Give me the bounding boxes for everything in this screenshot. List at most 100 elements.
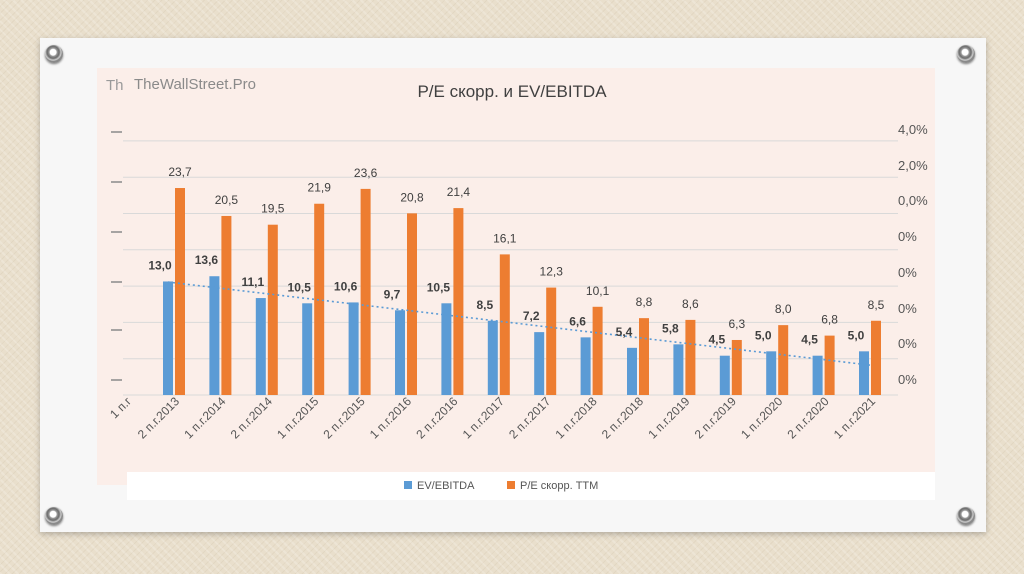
- watermark-partial: Th: [106, 77, 124, 94]
- bar-ev-ebitda: [627, 347, 637, 395]
- data-label-pe: 10,1: [586, 284, 610, 298]
- data-label-ev-ebitda: 4,5: [801, 333, 818, 347]
- data-label-pe: 23,7: [168, 165, 192, 179]
- x-tick-label: 1 п.г.2015: [274, 394, 321, 441]
- data-label-ev-ebitda: 6,6: [569, 314, 586, 328]
- legend-label-ev-ebitda: EV/EBITDA: [417, 480, 475, 492]
- data-label-pe: 21,9: [308, 181, 332, 195]
- bar-pe: [685, 319, 696, 395]
- bar-ev-ebitda: [719, 355, 730, 395]
- bar-ev-ebitda: [673, 344, 684, 395]
- right-axis-tick-label: 0%: [898, 336, 917, 351]
- right-axis-tick-label: 0%: [898, 372, 917, 387]
- bar-ev-ebitda: [302, 303, 313, 395]
- bar-ev-ebitda: [395, 310, 405, 395]
- right-axis-tick-label: 0,0%: [898, 193, 928, 208]
- x-tick-label: 1 п.г.2020: [738, 394, 785, 441]
- x-tick-label: 2 п.г.2016: [413, 394, 460, 441]
- data-label-pe: 16,1: [493, 231, 517, 245]
- legend-swatch-ev-ebitda: [404, 481, 412, 489]
- bar-ev-ebitda: [487, 320, 498, 395]
- legend-swatch-pe: [507, 481, 515, 489]
- bar-ev-ebitda: [209, 276, 220, 395]
- bar-pe: [546, 287, 557, 395]
- data-label-ev-ebitda: 5,0: [848, 328, 865, 342]
- pin-bottom-right-icon: [957, 507, 975, 525]
- bar-pe: [639, 318, 649, 395]
- x-tick-label: 1 п.г.2018: [552, 394, 599, 441]
- data-label-pe: 8,0: [775, 302, 792, 316]
- data-label-ev-ebitda: 4,5: [708, 333, 725, 347]
- legend-background: [127, 472, 935, 500]
- data-label-ev-ebitda: 5,8: [662, 321, 679, 335]
- bar-pe: [453, 208, 464, 395]
- data-label-ev-ebitda: 9,7: [384, 287, 401, 301]
- data-label-pe: 12,3: [540, 265, 564, 279]
- x-tick-label: 1 п.г.2016: [367, 394, 414, 441]
- data-label-ev-ebitda: 8,5: [476, 298, 493, 312]
- data-label-pe: 20,8: [400, 190, 424, 204]
- x-tick-label: 1 п.г.2019: [645, 394, 692, 441]
- bar-pe: [175, 188, 185, 395]
- pin-top-right-icon: [957, 45, 975, 63]
- data-label-pe: 21,4: [447, 185, 471, 199]
- chart-title: P/E скорр. и EV/EBITDA: [417, 82, 607, 101]
- x-tick-label: 2 п.г.2015: [320, 394, 367, 441]
- x-tick-label: 1 п.г.2014: [181, 394, 228, 441]
- x-tick-label: 1 п.г: [107, 394, 134, 421]
- bar-ev-ebitda: [441, 303, 452, 395]
- data-label-pe: 23,6: [354, 166, 378, 180]
- legend-label-pe: P/E скорр. TTM: [520, 480, 598, 492]
- right-axis-tick-label: 2,0%: [898, 158, 928, 173]
- bar-ev-ebitda: [163, 281, 173, 395]
- x-tick-label: 2 п.г.2013: [135, 394, 182, 441]
- x-tick-label: 2 п.г.2017: [506, 394, 553, 441]
- x-tick-label: 2 п.г.2014: [228, 394, 275, 441]
- data-label-ev-ebitda: 13,0: [148, 258, 172, 272]
- data-label-ev-ebitda: 10,5: [288, 280, 312, 294]
- bar-pe: [871, 320, 881, 395]
- bar-pe: [360, 188, 371, 395]
- chart-background: [97, 68, 935, 485]
- bar-ev-ebitda: [255, 298, 266, 395]
- pin-bottom-left-icon: [45, 507, 63, 525]
- bar-pe: [499, 254, 510, 395]
- data-label-pe: 6,8: [821, 313, 838, 327]
- data-label-pe: 8,5: [868, 298, 885, 312]
- right-axis-tick-label: 0%: [898, 301, 917, 316]
- data-label-ev-ebitda: 5,0: [755, 328, 772, 342]
- watermark: TheWallStreet.Pro: [134, 76, 256, 93]
- bar-pe: [314, 203, 325, 395]
- bar-pe: [267, 224, 278, 395]
- data-label-ev-ebitda: 10,6: [334, 279, 358, 293]
- data-label-pe: 8,6: [682, 297, 699, 311]
- bar-pe: [731, 339, 742, 395]
- bar-ev-ebitda: [766, 351, 777, 395]
- data-label-ev-ebitda: 5,4: [616, 325, 633, 339]
- x-tick-label: 2 п.г.2018: [599, 394, 646, 441]
- data-label-ev-ebitda: 7,2: [523, 309, 540, 323]
- bar-pe: [407, 213, 417, 395]
- right-axis-tick-label: 4,0%: [898, 122, 928, 137]
- bar-pe: [824, 335, 835, 395]
- bar-ev-ebitda: [534, 332, 545, 395]
- bar-pe: [221, 215, 232, 395]
- right-axis-tick-label: 0%: [898, 229, 917, 244]
- data-label-pe: 6,3: [728, 317, 745, 331]
- x-tick-label: 1 п.г.2017: [460, 394, 507, 441]
- data-label-ev-ebitda: 11,1: [241, 275, 264, 289]
- x-tick-label: 2 п.г.2019: [692, 394, 739, 441]
- data-label-ev-ebitda: 13,6: [195, 253, 219, 267]
- bar-pe: [778, 325, 789, 395]
- x-tick-label: 2 п.г.2020: [784, 394, 831, 441]
- bar-ev-ebitda: [812, 355, 823, 395]
- right-axis-tick-label: 0%: [898, 265, 917, 280]
- data-label-ev-ebitda: 10,5: [427, 280, 451, 294]
- bar-ev-ebitda: [580, 337, 591, 395]
- data-label-pe: 8,8: [636, 295, 653, 309]
- data-label-pe: 19,5: [261, 202, 285, 216]
- pin-top-left-icon: [45, 45, 63, 63]
- bar-ev-ebitda: [348, 302, 359, 395]
- x-tick-label: 1 п.г.2021: [831, 394, 878, 441]
